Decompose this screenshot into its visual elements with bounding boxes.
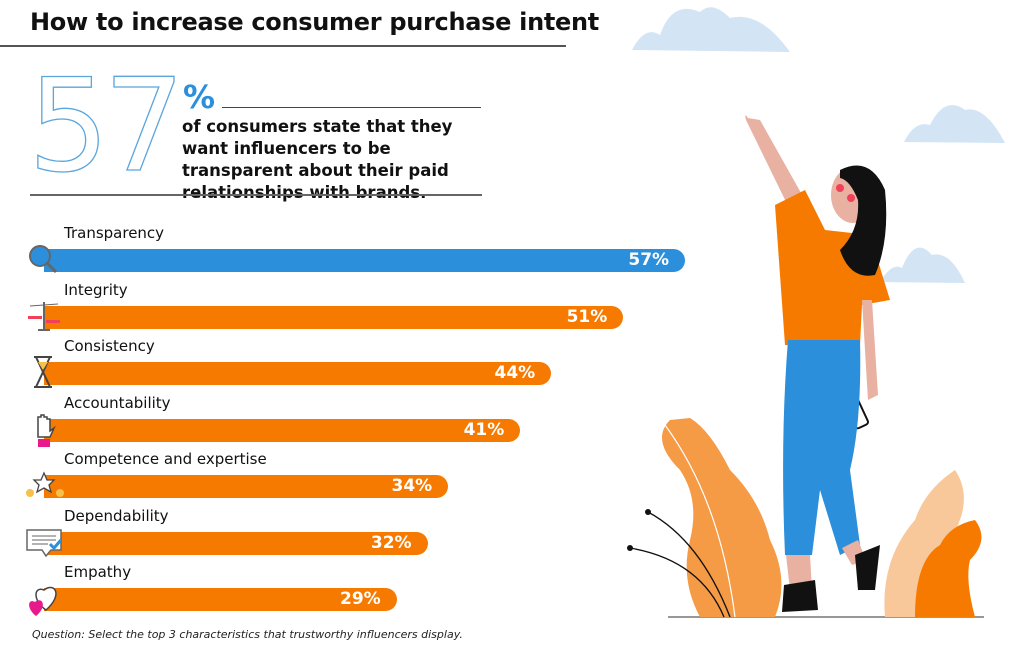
value-label: 29%: [339, 589, 381, 609]
svg-text:57: 57: [28, 72, 179, 177]
bar-competence: 34%: [44, 475, 449, 498]
checklist-bubble-icon: [26, 528, 63, 557]
stat-statement: of consumers state that they want influe…: [182, 117, 453, 202]
category-label: Accountability: [64, 393, 171, 412]
value-label: 44%: [494, 363, 536, 383]
category-label: Integrity: [64, 280, 128, 299]
bar-integrity: 51%: [44, 305, 624, 329]
big-number-57: 57: [28, 72, 183, 177]
cloud: [904, 105, 1005, 143]
divider: [222, 107, 481, 108]
hourglass-icon: [34, 356, 52, 388]
hearts-icon: [29, 586, 57, 616]
value-label: 34%: [391, 476, 433, 496]
value-label: 57%: [628, 250, 670, 270]
bar-empathy: 29%: [44, 588, 397, 611]
magnifier-icon: [29, 245, 58, 274]
percent-sign: %: [183, 78, 216, 116]
category-label: Competence and expertise: [64, 450, 267, 468]
category-label: Transparency: [64, 224, 165, 242]
bar-dependability: 32%: [44, 531, 428, 555]
bar-accountability: 41%: [44, 418, 521, 442]
scales-icon: [28, 301, 60, 331]
plant-leaf: [915, 520, 982, 617]
title-divider: [0, 45, 566, 47]
raised-hand-icon: [37, 413, 56, 447]
footnote: Question: Select the top 3 characteristi…: [32, 628, 463, 641]
value-label: 32%: [370, 532, 412, 553]
category-label: Dependability: [64, 506, 169, 525]
page-title: How to increase consumer purchase intent: [30, 8, 599, 36]
stars-icon: [26, 471, 64, 497]
category-label: Consistency: [64, 337, 155, 355]
category-label: Empathy: [64, 563, 132, 581]
value-label: 41%: [463, 419, 505, 440]
cloud: [632, 7, 790, 52]
value-label: 51%: [566, 306, 608, 327]
cloud: [880, 247, 965, 283]
divider: [30, 194, 482, 196]
bar-transparency: 57%: [44, 249, 686, 272]
bar-consistency: 44%: [44, 362, 552, 385]
